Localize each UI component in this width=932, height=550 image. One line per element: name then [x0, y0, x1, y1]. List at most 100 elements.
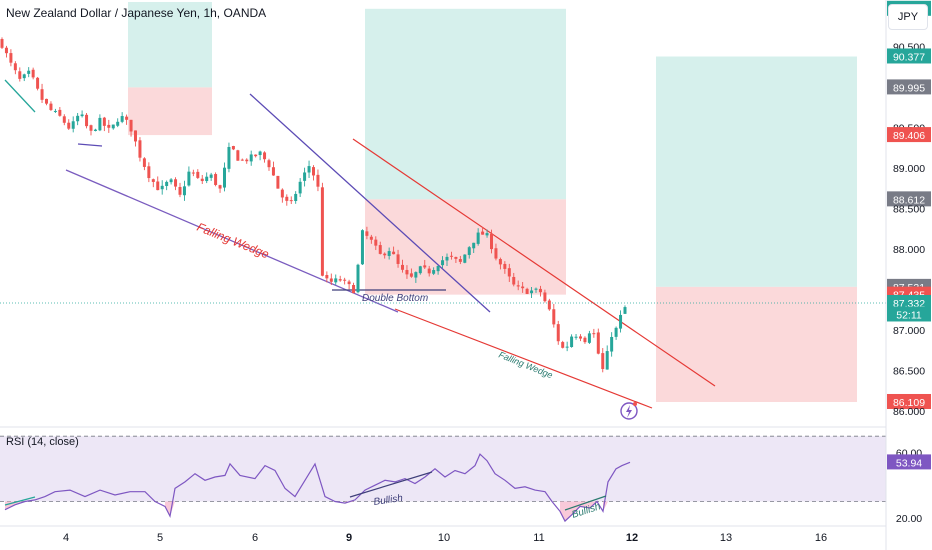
candle [601, 348, 605, 373]
candle [521, 282, 525, 293]
time-tick-9: 9 [346, 532, 352, 544]
candle [18, 67, 22, 82]
candle [151, 178, 155, 188]
rsi-trendline-3 [564, 495, 607, 511]
rsi-trendline-1 [4, 496, 36, 506]
price-label-2-text: 90.377 [893, 51, 925, 63]
candle [436, 265, 440, 275]
rsi-current-badge: 53.94 [887, 454, 931, 470]
candle [454, 256, 458, 263]
time-tick-5: 5 [157, 532, 163, 544]
red-wedge-lower-line[interactable] [394, 308, 653, 409]
candle [13, 61, 17, 75]
candle [556, 320, 560, 345]
candle [0, 37, 4, 50]
price-axis[interactable]: 90.96690.50090.37789.99589.50089.40689.0… [887, 0, 931, 418]
candle [565, 341, 569, 352]
loss-zone-3[interactable] [656, 286, 857, 402]
candle [490, 229, 493, 254]
candle [218, 184, 222, 193]
red-wedge-upper-line[interactable] [352, 138, 716, 387]
candle [427, 265, 431, 277]
candle [200, 174, 204, 185]
candle [343, 277, 347, 285]
candle [338, 275, 342, 282]
candle [45, 98, 48, 106]
candle [547, 298, 551, 311]
candle [49, 101, 53, 112]
candle [165, 180, 169, 191]
candle [570, 334, 574, 348]
candle [89, 124, 93, 136]
profit-zone-3[interactable] [656, 56, 857, 287]
candle [534, 287, 538, 293]
candle [596, 328, 600, 355]
candle [227, 142, 231, 173]
candle [623, 305, 627, 315]
candle [485, 229, 489, 238]
candle [187, 166, 191, 187]
price-label-9: 88.000 [893, 244, 925, 256]
time-tick-10: 10 [438, 532, 450, 544]
candle [387, 247, 391, 260]
price-label-6: 89.000 [893, 163, 925, 175]
price-candles [0, 37, 627, 373]
candle [298, 178, 302, 197]
candle [303, 167, 307, 187]
candle [178, 182, 182, 198]
candle [85, 112, 89, 129]
rsi-tick-1: 20.00 [896, 513, 922, 525]
candle [378, 241, 382, 255]
price-label-14: 87.000 [893, 325, 925, 337]
candle [107, 119, 111, 133]
loss-zone-2[interactable] [365, 199, 566, 295]
candle [205, 172, 209, 184]
candle [125, 114, 129, 125]
rsi-title: RSI (14, close) [6, 436, 79, 448]
profit-zone-2[interactable] [365, 8, 566, 200]
price-label-13: 52:11 [887, 306, 931, 322]
candle [223, 162, 226, 192]
candle [347, 279, 351, 290]
candle [80, 110, 84, 118]
candle [214, 172, 218, 187]
price-label-5-text: 89.406 [893, 130, 925, 142]
candle [134, 130, 137, 147]
rsi-trendline-2 [349, 471, 433, 498]
candle [316, 169, 320, 192]
candle [98, 114, 102, 132]
early-trendline[interactable] [4, 79, 36, 113]
candle [619, 310, 623, 333]
candle [445, 253, 449, 266]
candle [71, 116, 75, 133]
candle [498, 257, 502, 270]
profit-zone-1[interactable] [128, 2, 212, 88]
candle [369, 234, 373, 244]
candle [116, 118, 120, 128]
wedge-lower-line[interactable] [65, 169, 399, 313]
candle [271, 161, 275, 176]
candle [525, 287, 529, 295]
candle [320, 182, 324, 277]
currency-button[interactable]: JPY [888, 4, 928, 30]
annotation-falling-wedge-1: Falling Wedge [195, 220, 271, 262]
candle [236, 149, 240, 161]
alert-icon[interactable] [620, 402, 638, 420]
wedge-upper-line[interactable] [249, 93, 491, 313]
candle [467, 246, 471, 259]
candle [263, 151, 267, 163]
trendline-drawings[interactable] [4, 79, 716, 409]
candle [561, 340, 565, 349]
candle [432, 267, 436, 276]
rsi-current-value: 53.94 [896, 457, 922, 469]
price-label-2: 90.377 [887, 48, 931, 64]
candle [156, 176, 160, 191]
early-trendline-2[interactable] [77, 143, 103, 147]
candle [334, 274, 338, 285]
loss-zone-1[interactable] [128, 87, 212, 136]
candle [418, 265, 422, 275]
time-tick-16: 16 [815, 532, 827, 544]
time-axis[interactable]: 4 5 6 9 10 11 12 13 16 [63, 532, 827, 544]
